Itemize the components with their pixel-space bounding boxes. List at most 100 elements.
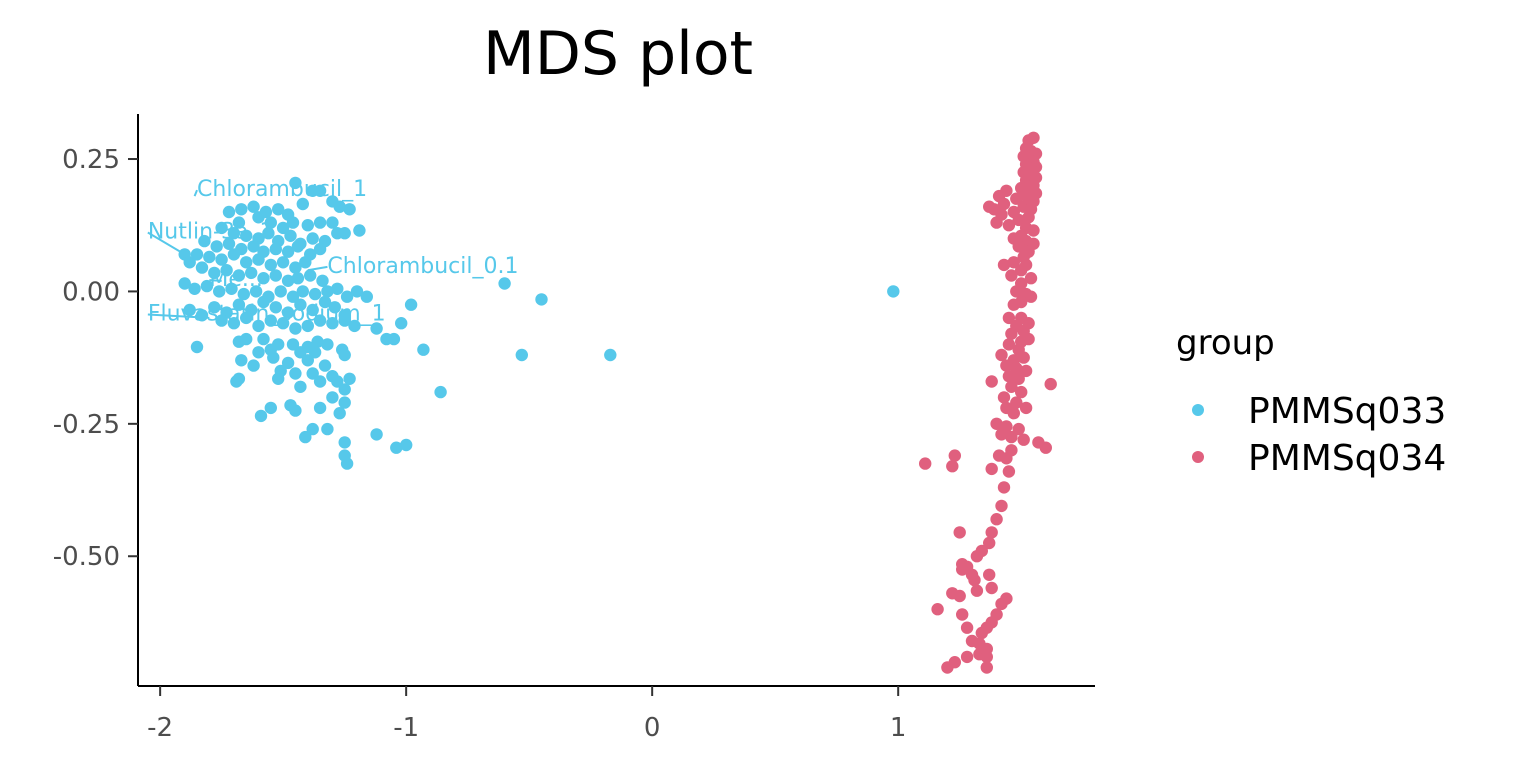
data-point-pmmsq033 bbox=[269, 301, 282, 314]
data-point-pmmsq033 bbox=[232, 269, 246, 282]
data-point-pmmsq034 bbox=[1044, 377, 1057, 391]
data-point-pmmsq033 bbox=[338, 348, 351, 362]
data-point-pmmsq033 bbox=[498, 277, 511, 290]
data-point-pmmsq034 bbox=[1002, 311, 1016, 325]
data-point-pmmsq033 bbox=[200, 279, 214, 293]
data-point-pmmsq033 bbox=[306, 422, 319, 436]
data-point-pmmsq033 bbox=[257, 272, 270, 285]
data-point-pmmsq033 bbox=[247, 200, 260, 213]
data-point-pmmsq033 bbox=[321, 285, 334, 298]
annotation-labels: Chlorambucil_1 Nutlin-3a_1 Chlorambucil_0.… bbox=[148, 177, 519, 326]
data-point-pmmsq033 bbox=[313, 314, 327, 327]
data-point-pmmsq034 bbox=[997, 481, 1011, 494]
data-point-pmmsq033 bbox=[276, 317, 290, 330]
data-point-pmmsq034 bbox=[997, 391, 1011, 404]
data-point-pmmsq034 bbox=[1005, 269, 1018, 282]
data-point-pmmsq033 bbox=[222, 237, 236, 250]
annotation-label: Chlorambucil_0.1 bbox=[327, 254, 518, 279]
data-point-pmmsq034 bbox=[1012, 372, 1025, 385]
data-point-pmmsq033 bbox=[296, 285, 309, 298]
legend-title: group bbox=[1176, 323, 1275, 363]
y-tick-label: 0.25 bbox=[62, 145, 120, 175]
data-point-pmmsq033 bbox=[404, 298, 418, 311]
data-point-pmmsq033 bbox=[215, 253, 228, 266]
data-point-pmmsq033 bbox=[252, 253, 265, 266]
data-point-pmmsq033 bbox=[286, 216, 300, 229]
data-point-pmmsq033 bbox=[333, 200, 346, 213]
data-point-pmmsq033 bbox=[353, 224, 366, 237]
data-point-pmmsq034 bbox=[953, 526, 966, 539]
legend-key-pmmsq033 bbox=[1192, 404, 1204, 416]
data-point-pmmsq034 bbox=[1002, 338, 1016, 351]
data-point-pmmsq033 bbox=[328, 301, 341, 314]
data-point-pmmsq033 bbox=[232, 216, 246, 229]
data-point-pmmsq033 bbox=[274, 285, 287, 298]
data-point-pmmsq033 bbox=[178, 277, 191, 290]
data-point-pmmsq033 bbox=[289, 367, 302, 380]
data-point-pmmsq033 bbox=[289, 261, 302, 274]
data-point-pmmsq034 bbox=[1005, 444, 1018, 457]
data-point-pmmsq033 bbox=[331, 282, 344, 295]
data-point-pmmsq034 bbox=[1007, 298, 1020, 311]
data-point-pmmsq033 bbox=[183, 256, 196, 269]
data-point-pmmsq034 bbox=[1015, 264, 1028, 277]
data-point-pmmsq033 bbox=[257, 295, 270, 309]
data-point-pmmsq034 bbox=[1002, 219, 1016, 232]
data-point-pmmsq033 bbox=[210, 240, 223, 253]
data-point-pmmsq034 bbox=[997, 258, 1011, 272]
data-point-pmmsq033 bbox=[340, 290, 354, 303]
data-point-pmmsq033 bbox=[308, 287, 322, 301]
data-point-pmmsq033 bbox=[254, 409, 268, 423]
data-point-pmmsq034 bbox=[970, 584, 984, 597]
data-point-pmmsq033 bbox=[370, 428, 383, 441]
data-point-pmmsq033 bbox=[887, 285, 900, 298]
data-point-pmmsq033 bbox=[264, 216, 277, 229]
data-point-pmmsq033 bbox=[227, 248, 241, 261]
data-point-pmmsq033 bbox=[215, 314, 228, 327]
data-point-pmmsq033 bbox=[313, 401, 327, 415]
data-point-pmmsq034 bbox=[1015, 385, 1028, 399]
data-point-pmmsq033 bbox=[296, 197, 309, 211]
data-point-pmmsq033 bbox=[249, 285, 263, 298]
data-point-pmmsq033 bbox=[316, 274, 329, 287]
x-tick-label: -1 bbox=[393, 713, 419, 743]
data-point-pmmsq034 bbox=[1024, 290, 1038, 303]
data-point-pmmsq033 bbox=[264, 314, 277, 327]
data-point-pmmsq034 bbox=[1010, 362, 1023, 375]
data-point-pmmsq033 bbox=[326, 391, 339, 404]
data-point-pmmsq033 bbox=[400, 438, 413, 452]
data-point-pmmsq034 bbox=[1027, 224, 1040, 237]
data-point-pmmsq034 bbox=[931, 603, 944, 616]
data-point-pmmsq033 bbox=[284, 229, 297, 242]
data-point-pmmsq033 bbox=[237, 287, 250, 301]
data-point-pmmsq034 bbox=[1022, 211, 1035, 224]
data-point-pmmsq033 bbox=[252, 211, 265, 224]
data-point-pmmsq033 bbox=[203, 250, 216, 264]
legend-items: PMMSq033 PMMSq034 bbox=[1192, 391, 1446, 479]
data-point-pmmsq033 bbox=[331, 375, 344, 388]
data-point-pmmsq033 bbox=[515, 348, 528, 362]
data-point-pmmsq034 bbox=[990, 216, 1003, 229]
data-point-pmmsq033 bbox=[264, 401, 277, 415]
data-point-pmmsq033 bbox=[395, 317, 408, 330]
data-point-pmmsq034 bbox=[995, 428, 1008, 441]
data-point-pmmsq033 bbox=[257, 332, 270, 346]
y-tick-label: -0.25 bbox=[53, 410, 120, 440]
data-point-pmmsq033 bbox=[281, 274, 295, 287]
x-tick-label: 0 bbox=[644, 713, 661, 743]
data-point-pmmsq033 bbox=[183, 303, 196, 317]
data-point-pmmsq033 bbox=[188, 282, 201, 295]
data-point-pmmsq034 bbox=[980, 650, 993, 664]
data-point-pmmsq034 bbox=[985, 526, 998, 539]
data-point-pmmsq033 bbox=[272, 203, 285, 216]
data-point-pmmsq033 bbox=[390, 441, 403, 454]
annotation-label: Fluvastatin_sodium_1 bbox=[148, 302, 386, 327]
data-point-pmmsq034 bbox=[941, 661, 954, 674]
data-point-pmmsq034 bbox=[990, 513, 1003, 526]
data-point-pmmsq034 bbox=[956, 608, 969, 621]
data-point-pmmsq034 bbox=[948, 449, 961, 462]
data-point-pmmsq033 bbox=[225, 282, 238, 295]
data-point-pmmsq033 bbox=[333, 407, 346, 420]
data-point-pmmsq034 bbox=[1019, 364, 1033, 378]
x-tick-label: -2 bbox=[147, 713, 173, 743]
